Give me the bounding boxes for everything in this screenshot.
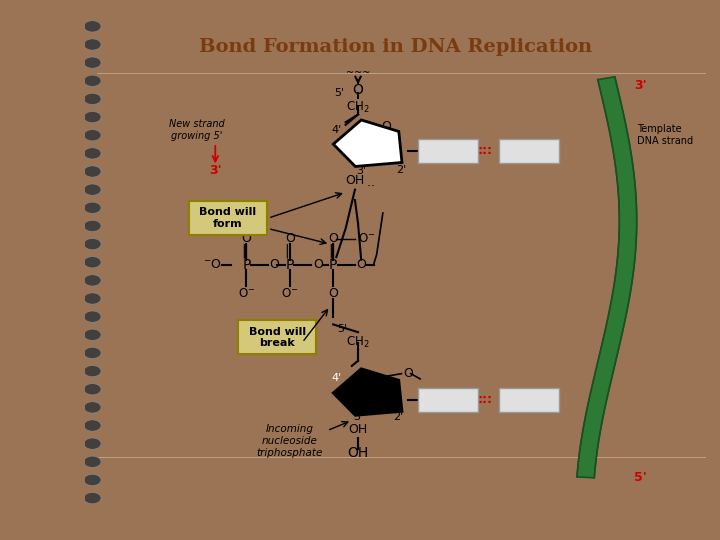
Ellipse shape	[84, 111, 101, 123]
Text: P: P	[286, 258, 294, 272]
Text: $^{-}$O: $^{-}$O	[203, 258, 222, 271]
Ellipse shape	[84, 420, 101, 431]
Text: O: O	[328, 287, 338, 300]
Text: OH: OH	[348, 446, 369, 460]
Ellipse shape	[84, 130, 101, 141]
Text: Base: Base	[515, 146, 542, 156]
Ellipse shape	[84, 366, 101, 377]
Text: New strand
growing 5': New strand growing 5'	[168, 119, 225, 141]
FancyBboxPatch shape	[238, 320, 317, 354]
Ellipse shape	[84, 293, 101, 304]
Ellipse shape	[84, 275, 101, 286]
Ellipse shape	[84, 311, 101, 322]
Text: O: O	[353, 83, 364, 97]
Text: O$^{-}$: O$^{-}$	[281, 287, 299, 300]
Text: P: P	[242, 258, 251, 272]
Text: CH$_2$: CH$_2$	[346, 100, 370, 115]
Ellipse shape	[84, 474, 101, 485]
Text: O: O	[312, 258, 323, 271]
FancyBboxPatch shape	[418, 388, 478, 411]
Ellipse shape	[84, 75, 101, 86]
Text: O: O	[269, 258, 279, 271]
Ellipse shape	[84, 220, 101, 232]
Ellipse shape	[84, 492, 101, 504]
Ellipse shape	[84, 438, 101, 449]
Ellipse shape	[84, 402, 101, 413]
Ellipse shape	[84, 147, 101, 159]
Polygon shape	[577, 77, 636, 478]
Text: 3': 3'	[356, 166, 366, 176]
Ellipse shape	[84, 329, 101, 341]
Text: O: O	[384, 377, 394, 390]
Text: 2': 2'	[397, 165, 407, 174]
Text: Base: Base	[434, 146, 462, 156]
Text: :::: :::	[478, 393, 492, 406]
Ellipse shape	[84, 456, 101, 468]
Ellipse shape	[84, 21, 101, 32]
Text: Bond will
form: Bond will form	[199, 207, 256, 229]
Text: 5': 5'	[334, 89, 344, 98]
Text: Bond will
break: Bond will break	[249, 327, 306, 348]
Text: OH: OH	[346, 174, 364, 187]
Text: O$^{-}$: O$^{-}$	[358, 232, 375, 245]
Ellipse shape	[84, 202, 101, 213]
Text: Base: Base	[434, 395, 462, 404]
Ellipse shape	[84, 39, 101, 50]
Text: ‖: ‖	[284, 243, 292, 258]
Ellipse shape	[84, 347, 101, 359]
Polygon shape	[333, 369, 402, 415]
Text: CH$_2$: CH$_2$	[346, 335, 370, 350]
Ellipse shape	[84, 57, 101, 69]
Ellipse shape	[84, 383, 101, 395]
Text: O$^{-}$: O$^{-}$	[238, 287, 255, 300]
Text: O: O	[356, 258, 366, 271]
Text: O: O	[378, 131, 388, 144]
Text: 4': 4'	[331, 125, 341, 134]
Polygon shape	[333, 120, 402, 166]
Text: ‖: ‖	[241, 243, 248, 258]
FancyBboxPatch shape	[499, 139, 559, 163]
Text: OH: OH	[348, 423, 368, 436]
Ellipse shape	[84, 256, 101, 268]
Text: ‖: ‖	[328, 243, 335, 258]
Text: 2': 2'	[393, 413, 403, 422]
Ellipse shape	[84, 166, 101, 177]
Text: 5': 5'	[338, 324, 348, 334]
FancyBboxPatch shape	[499, 388, 559, 411]
Text: O: O	[402, 367, 413, 380]
Text: 3': 3'	[353, 413, 363, 422]
Ellipse shape	[84, 93, 101, 105]
FancyBboxPatch shape	[418, 139, 478, 163]
Text: Incoming
nucleoside
triphosphate: Incoming nucleoside triphosphate	[256, 424, 323, 458]
Ellipse shape	[84, 184, 101, 195]
Text: P: P	[329, 258, 338, 272]
Text: 5': 5'	[634, 471, 647, 484]
Text: Bond Formation in DNA Replication: Bond Formation in DNA Replication	[199, 38, 592, 56]
Text: ~~~: ~~~	[346, 68, 370, 78]
Text: 4': 4'	[331, 374, 341, 383]
Text: O: O	[285, 232, 294, 245]
Text: O: O	[241, 232, 251, 245]
Text: ··: ··	[367, 180, 379, 193]
Text: 3': 3'	[634, 79, 647, 92]
Text: :::: :::	[478, 144, 492, 157]
Text: Base: Base	[515, 395, 542, 404]
Text: O: O	[381, 120, 391, 133]
FancyBboxPatch shape	[189, 201, 267, 235]
Ellipse shape	[84, 238, 101, 250]
Text: O: O	[328, 232, 338, 245]
Text: 3': 3'	[209, 164, 222, 177]
Text: Template
DNA strand: Template DNA strand	[637, 124, 693, 146]
